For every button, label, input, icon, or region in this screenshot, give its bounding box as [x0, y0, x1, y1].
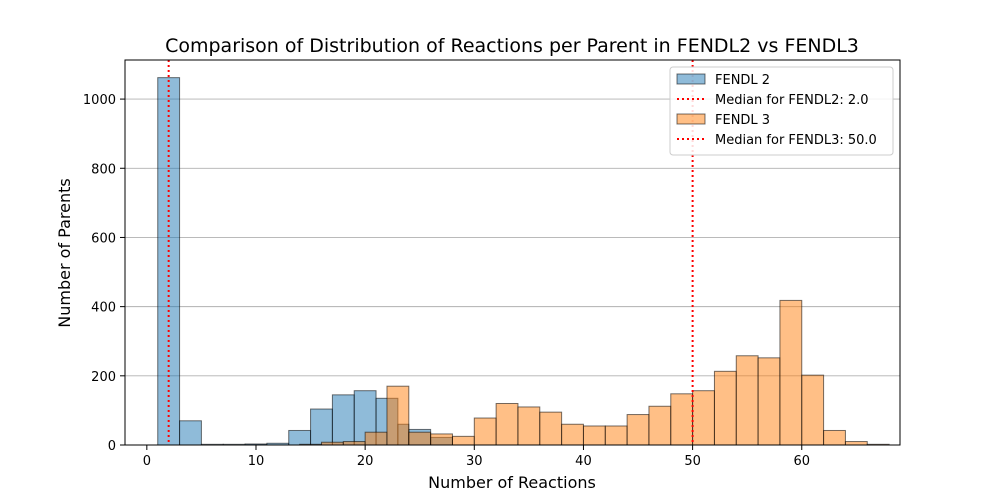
bar — [626, 414, 650, 446]
x-tick-label: 30 — [466, 454, 483, 469]
bar — [517, 406, 541, 446]
legend-swatch — [676, 113, 706, 125]
y-tick-label: 1000 — [83, 93, 116, 108]
x-tick-label: 50 — [684, 454, 701, 469]
y-tick-label: 0 — [108, 439, 116, 454]
bar — [561, 423, 584, 446]
legend-label: Median for FENDL3: 50.0 — [715, 133, 877, 148]
legend-entry: Median for FENDL3: 50.0 — [677, 133, 877, 148]
series-2 — [299, 299, 890, 446]
bar — [735, 355, 759, 446]
bar — [430, 433, 453, 446]
bar — [823, 429, 846, 446]
legend-entry: FENDL 3 — [676, 113, 770, 128]
x-tick-label: 60 — [793, 454, 810, 469]
bar — [386, 385, 410, 446]
bar — [648, 405, 672, 446]
x-tick-label: 40 — [575, 454, 592, 469]
legend-label: Median for FENDL2: 2.0 — [715, 93, 869, 108]
bar — [342, 441, 366, 446]
bar — [539, 411, 563, 446]
bar — [495, 402, 519, 446]
chart-title: Comparison of Distribution of Reactions … — [165, 35, 859, 57]
y-tick-label: 200 — [91, 370, 116, 385]
bar — [757, 357, 781, 446]
legend-label: FENDL 2 — [715, 73, 770, 88]
x-axis-label: Number of Reactions — [428, 473, 596, 492]
y-tick-label: 800 — [91, 162, 116, 177]
x-tick-label: 0 — [143, 454, 151, 469]
bar — [801, 374, 825, 446]
legend-box — [669, 66, 894, 156]
bar — [692, 390, 715, 446]
bar — [713, 370, 737, 446]
bar — [844, 441, 868, 446]
legend-entry: FENDL 2 — [676, 73, 770, 88]
legend-entry: Median for FENDL2: 2.0 — [677, 93, 869, 108]
y-axis-label: Number of Parents — [55, 178, 74, 327]
bar — [408, 431, 432, 446]
y-tick-label: 400 — [91, 301, 116, 316]
bar — [179, 420, 202, 446]
plot-frame — [124, 59, 901, 446]
bar — [604, 425, 628, 446]
bar — [288, 429, 312, 446]
bar — [582, 425, 606, 446]
x-tick-label: 20 — [357, 454, 374, 469]
bar — [364, 431, 388, 446]
median-lines — [167, 60, 694, 445]
bar — [779, 299, 803, 446]
legend-swatch — [676, 73, 706, 85]
x-tick-label: 10 — [248, 454, 265, 469]
bar — [473, 417, 497, 446]
legend: FENDL 2 Median for FENDL2: 2.0 FENDL 3 Medi… — [669, 66, 894, 156]
y-tick-label: 600 — [91, 231, 116, 246]
legend-label: FENDL 3 — [715, 113, 770, 128]
bar — [451, 435, 475, 446]
bar — [331, 394, 355, 446]
bar — [670, 393, 694, 446]
bar — [310, 408, 333, 446]
